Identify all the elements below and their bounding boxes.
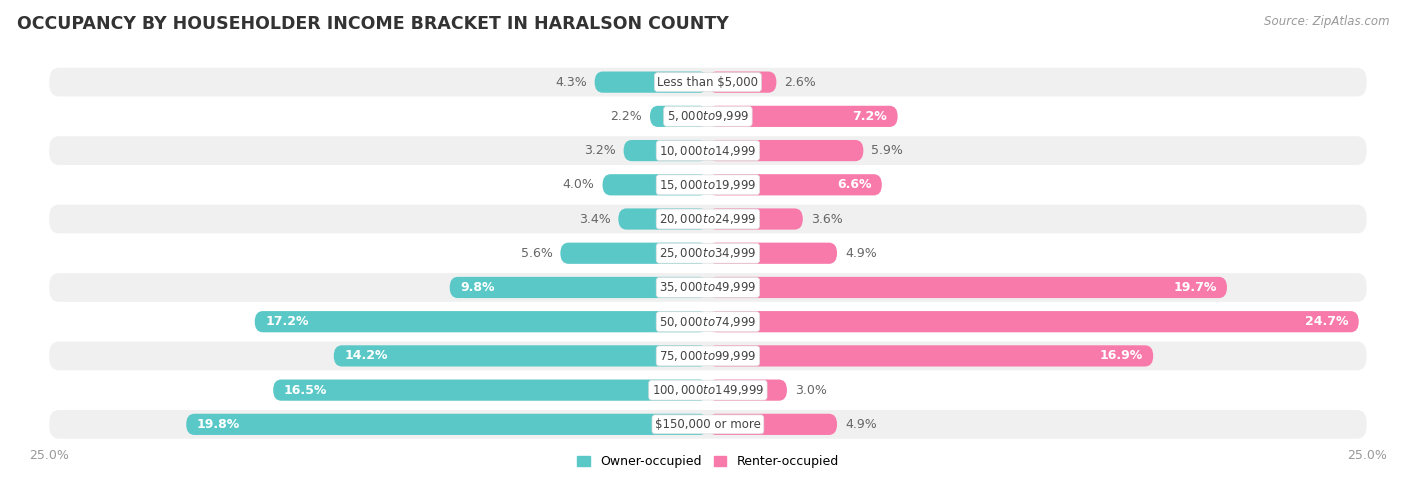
Text: $25,000 to $34,999: $25,000 to $34,999: [659, 246, 756, 260]
FancyBboxPatch shape: [624, 140, 709, 161]
FancyBboxPatch shape: [333, 345, 709, 367]
FancyBboxPatch shape: [709, 414, 837, 435]
FancyBboxPatch shape: [49, 205, 1367, 233]
FancyBboxPatch shape: [709, 72, 776, 93]
Text: 2.2%: 2.2%: [610, 110, 643, 123]
Legend: Owner-occupied, Renter-occupied: Owner-occupied, Renter-occupied: [572, 450, 844, 473]
Text: 19.7%: 19.7%: [1173, 281, 1216, 294]
Text: $10,000 to $14,999: $10,000 to $14,999: [659, 144, 756, 158]
Text: 4.0%: 4.0%: [562, 178, 595, 191]
FancyBboxPatch shape: [709, 243, 837, 264]
FancyBboxPatch shape: [709, 379, 787, 401]
Text: 5.6%: 5.6%: [520, 247, 553, 260]
Text: 2.6%: 2.6%: [785, 75, 815, 89]
Text: $50,000 to $74,999: $50,000 to $74,999: [659, 315, 756, 329]
FancyBboxPatch shape: [49, 170, 1367, 199]
FancyBboxPatch shape: [49, 136, 1367, 165]
FancyBboxPatch shape: [273, 379, 709, 401]
Text: 3.0%: 3.0%: [794, 384, 827, 396]
FancyBboxPatch shape: [49, 239, 1367, 268]
Text: $75,000 to $99,999: $75,000 to $99,999: [659, 349, 756, 363]
Text: 14.2%: 14.2%: [344, 349, 388, 362]
Text: 19.8%: 19.8%: [197, 418, 240, 431]
FancyBboxPatch shape: [49, 410, 1367, 439]
FancyBboxPatch shape: [49, 68, 1367, 96]
Text: 9.8%: 9.8%: [460, 281, 495, 294]
Text: 4.9%: 4.9%: [845, 247, 877, 260]
Text: 17.2%: 17.2%: [266, 315, 309, 328]
Text: $5,000 to $9,999: $5,000 to $9,999: [666, 110, 749, 123]
FancyBboxPatch shape: [186, 414, 709, 435]
Text: $35,000 to $49,999: $35,000 to $49,999: [659, 281, 756, 295]
FancyBboxPatch shape: [650, 106, 709, 127]
Text: 5.9%: 5.9%: [872, 144, 903, 157]
FancyBboxPatch shape: [595, 72, 709, 93]
FancyBboxPatch shape: [709, 174, 882, 195]
FancyBboxPatch shape: [561, 243, 709, 264]
Text: 3.2%: 3.2%: [583, 144, 616, 157]
FancyBboxPatch shape: [709, 140, 863, 161]
FancyBboxPatch shape: [709, 106, 897, 127]
FancyBboxPatch shape: [709, 345, 1153, 367]
Text: 3.6%: 3.6%: [811, 212, 842, 225]
FancyBboxPatch shape: [709, 311, 1358, 332]
Text: Source: ZipAtlas.com: Source: ZipAtlas.com: [1264, 15, 1389, 28]
Text: 16.9%: 16.9%: [1099, 349, 1143, 362]
Text: 24.7%: 24.7%: [1305, 315, 1348, 328]
Text: 4.3%: 4.3%: [555, 75, 586, 89]
FancyBboxPatch shape: [49, 102, 1367, 131]
FancyBboxPatch shape: [450, 277, 709, 298]
FancyBboxPatch shape: [49, 307, 1367, 336]
Text: $150,000 or more: $150,000 or more: [655, 418, 761, 431]
FancyBboxPatch shape: [603, 174, 709, 195]
FancyBboxPatch shape: [709, 277, 1227, 298]
FancyBboxPatch shape: [709, 208, 803, 230]
Text: OCCUPANCY BY HOUSEHOLDER INCOME BRACKET IN HARALSON COUNTY: OCCUPANCY BY HOUSEHOLDER INCOME BRACKET …: [17, 15, 728, 33]
Text: 6.6%: 6.6%: [837, 178, 872, 191]
Text: 3.4%: 3.4%: [579, 212, 610, 225]
Text: Less than $5,000: Less than $5,000: [658, 75, 758, 89]
Text: 4.9%: 4.9%: [845, 418, 877, 431]
FancyBboxPatch shape: [49, 341, 1367, 370]
FancyBboxPatch shape: [49, 273, 1367, 302]
Text: $20,000 to $24,999: $20,000 to $24,999: [659, 212, 756, 226]
FancyBboxPatch shape: [49, 376, 1367, 405]
Text: 16.5%: 16.5%: [284, 384, 328, 396]
FancyBboxPatch shape: [254, 311, 709, 332]
Text: $15,000 to $19,999: $15,000 to $19,999: [659, 178, 756, 192]
Text: $100,000 to $149,999: $100,000 to $149,999: [652, 383, 763, 397]
Text: 7.2%: 7.2%: [852, 110, 887, 123]
FancyBboxPatch shape: [619, 208, 709, 230]
